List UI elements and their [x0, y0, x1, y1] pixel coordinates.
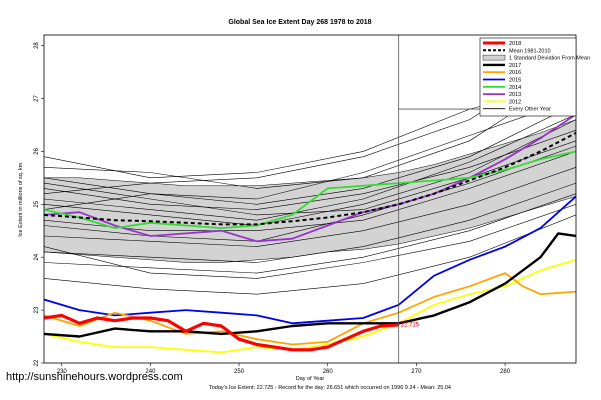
plot-area: 230 240 250 260 270 280 22 23 24 25 26 27 28 22.725 — [34, 34, 577, 375]
background-year-line — [44, 119, 576, 226]
background-year-line — [44, 167, 576, 247]
y-tick-label: 24 — [34, 253, 40, 260]
legend-label: Every Other Year — [509, 107, 551, 113]
legend-label: 2014 — [509, 85, 521, 91]
y-tick-label: 28 — [34, 42, 40, 49]
legend-label: 1 Standard Deviation From Mean — [509, 56, 590, 62]
background-year-line — [44, 214, 576, 295]
background-year-line — [44, 145, 576, 242]
x-axis-label: Day of Year — [296, 376, 325, 382]
series-line — [44, 195, 576, 325]
footer-text: Today's Ice Extent: 22.725 - Record for … — [209, 385, 451, 391]
legend-swatch — [482, 54, 506, 61]
chart-title: Global Sea Ice Extent Day 268 1978 to 20… — [228, 19, 371, 26]
source-url: http://sunshinehours.wordpress.com — [6, 371, 183, 383]
legend-label: 2015 — [509, 78, 521, 84]
background-year-line — [44, 182, 576, 263]
background-year-line — [44, 114, 576, 221]
legend-label: Mean 1981-2010 — [509, 48, 551, 54]
y-tick-label: 27 — [34, 94, 40, 101]
background-year-line — [44, 140, 576, 216]
series-layer — [44, 113, 576, 354]
background-year-line — [44, 204, 576, 279]
y-axis-label: Ice Extent in millions of sq. km. — [18, 161, 24, 237]
legend-label: 2012 — [509, 99, 521, 105]
series-line — [44, 258, 576, 354]
plot-frame — [43, 34, 577, 364]
series-line — [44, 232, 576, 338]
background-year-line — [44, 151, 576, 231]
background-lines-layer — [44, 50, 576, 295]
y-tick-label: 26 — [34, 147, 40, 154]
legend-label: 2013 — [509, 92, 521, 98]
y-tick-label: 23 — [34, 306, 40, 313]
legend-label: 2017 — [509, 63, 521, 69]
series-line — [44, 132, 576, 226]
y-tick-label: 22 — [34, 359, 40, 366]
legend-label: 2016 — [509, 70, 521, 76]
x-tick-label: 270 — [411, 369, 422, 375]
y-tick-label: 25 — [34, 200, 40, 207]
series-line — [44, 113, 576, 243]
series-line — [44, 313, 399, 352]
x-tick-label: 240 — [145, 369, 156, 375]
background-year-line — [44, 103, 576, 205]
x-tick-label: 260 — [323, 369, 334, 375]
background-year-line — [44, 193, 576, 274]
x-tick-label: 250 — [234, 369, 245, 375]
today-value-annotation: 22.725 — [401, 323, 420, 329]
legend-label: 2018 — [509, 41, 521, 47]
axes-layer: 230 240 250 260 270 280 22 23 24 25 26 27 28 — [34, 42, 511, 375]
x-tick-label: 280 — [500, 369, 511, 375]
x-tick-label: 230 — [57, 369, 68, 375]
